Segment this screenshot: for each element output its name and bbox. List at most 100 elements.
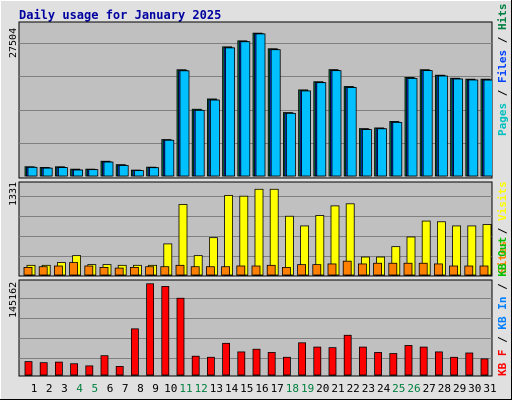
bar-pages xyxy=(73,169,83,177)
legend-separator: / xyxy=(496,221,509,241)
y-max-label-panel-2: 1331 xyxy=(8,182,19,206)
legend-panel-3: KB F / KB In / KB Out xyxy=(496,237,509,376)
bar-kbytes xyxy=(343,334,352,376)
bar-sites xyxy=(281,266,291,276)
bar-visits xyxy=(239,195,249,276)
bar-pages xyxy=(392,122,403,177)
bar-visits xyxy=(284,215,294,276)
bar-kbytes xyxy=(313,346,322,376)
x-axis-day-labels: 1 2 3 4 5 6 7 8 9 10 11 12 13 14 15 16 17 18 19 20 21 22 23 24 2… xyxy=(31,382,497,395)
bars-kbytes xyxy=(24,283,489,376)
x-tick-label: 27 xyxy=(423,382,436,395)
bar-pages xyxy=(346,87,357,177)
legend-separator: / xyxy=(496,30,509,50)
bar-pages xyxy=(422,70,433,177)
bar-pages xyxy=(88,169,99,177)
bar-pages xyxy=(361,129,372,177)
legend-panel-2: Sites / Visits xyxy=(496,181,509,274)
bar-sites xyxy=(433,263,443,276)
x-tick-label: 2 xyxy=(46,382,53,395)
x-tick-label: 11 xyxy=(179,382,192,395)
bar-pages xyxy=(285,112,296,177)
bar-kbytes xyxy=(480,358,489,376)
legend-separator: / xyxy=(496,277,509,297)
bar-kbytes xyxy=(434,351,443,376)
x-tick-label: 16 xyxy=(255,382,268,395)
x-tick-label: 4 xyxy=(76,382,83,395)
bar-sites xyxy=(221,266,231,276)
bar-kbytes xyxy=(39,362,48,376)
bar-kbytes xyxy=(267,352,276,376)
legend-separator: / xyxy=(496,330,509,350)
bar-visits xyxy=(269,188,279,276)
bar-pages xyxy=(468,79,479,177)
bar-sites xyxy=(84,265,94,276)
bar-sites xyxy=(266,264,276,276)
chart-title: Daily usage for January 2025 xyxy=(19,8,221,22)
bar-kbytes xyxy=(419,346,428,376)
bar-pages xyxy=(194,110,205,177)
bar-sites xyxy=(464,265,474,276)
bar-kbytes xyxy=(358,346,367,376)
bars-visits-sites xyxy=(23,188,492,276)
bar-pages xyxy=(301,90,312,177)
legend-entry: Visits xyxy=(496,181,509,221)
bar-pages xyxy=(240,41,251,177)
bar-pages xyxy=(27,166,38,177)
bar-kbytes xyxy=(298,342,307,376)
x-tick-label: 23 xyxy=(362,382,375,395)
bar-sites xyxy=(23,266,33,276)
x-tick-label: 3 xyxy=(61,382,68,395)
bar-sites xyxy=(69,262,78,276)
bar-kbytes xyxy=(161,286,170,376)
bar-kbytes xyxy=(130,328,139,376)
bar-pages xyxy=(164,139,175,177)
bar-sites xyxy=(145,266,155,276)
bar-pages xyxy=(42,167,53,177)
bar-kbytes xyxy=(206,356,215,376)
bar-kbytes xyxy=(24,361,33,376)
legend-entry: Sites xyxy=(496,241,509,274)
bar-sites xyxy=(99,266,109,276)
bar-pages xyxy=(209,99,220,177)
bar-kbytes xyxy=(328,347,337,376)
legend-entry: KB F xyxy=(496,350,509,377)
x-tick-label: 24 xyxy=(377,382,391,395)
legend-entry: KB Out xyxy=(496,237,509,277)
x-tick-label: 6 xyxy=(107,382,114,395)
bar-visits xyxy=(178,204,188,276)
bar-sites xyxy=(297,264,307,276)
x-tick-label: 20 xyxy=(316,382,329,395)
bar-kbytes xyxy=(85,365,94,376)
x-tick-label: 12 xyxy=(195,382,208,395)
x-tick-label: 14 xyxy=(225,382,239,395)
x-tick-label: 26 xyxy=(407,382,420,395)
bar-pages xyxy=(103,161,114,177)
x-tick-label: 31 xyxy=(483,382,496,395)
bar-pages xyxy=(331,70,342,177)
bar-sites xyxy=(236,265,246,276)
x-tick-label: 29 xyxy=(453,382,466,395)
x-tick-label: 30 xyxy=(468,382,481,395)
bar-pages xyxy=(377,128,388,177)
legend-entry: Pages xyxy=(496,103,509,136)
bar-pages xyxy=(270,49,281,177)
x-tick-label: 15 xyxy=(240,382,253,395)
bar-kbytes xyxy=(70,363,78,376)
bar-kbytes xyxy=(374,352,383,376)
bar-sites xyxy=(449,265,459,276)
bar-sites xyxy=(327,263,337,276)
bar-sites xyxy=(129,266,139,276)
bar-sites xyxy=(114,267,124,276)
x-tick-label: 28 xyxy=(438,382,451,395)
bar-kbytes xyxy=(191,355,200,376)
x-tick-label: 19 xyxy=(301,382,314,395)
x-tick-label: 10 xyxy=(164,382,177,395)
x-tick-label: 22 xyxy=(347,382,360,395)
bar-sites xyxy=(160,266,170,276)
bar-sites xyxy=(418,262,428,276)
y-max-label-panel-1: 27504 xyxy=(8,28,19,58)
bar-pages xyxy=(437,75,448,177)
x-tick-label: 13 xyxy=(210,382,223,395)
